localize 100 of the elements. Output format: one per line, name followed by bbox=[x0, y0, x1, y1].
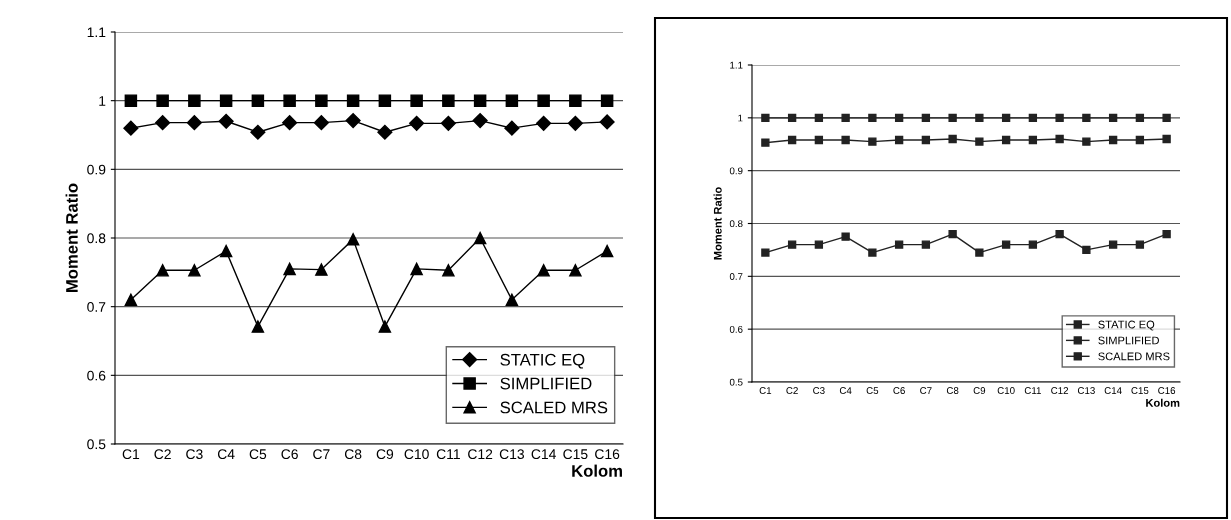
point bbox=[761, 248, 770, 257]
point bbox=[569, 264, 582, 277]
point bbox=[814, 135, 824, 145]
point bbox=[814, 240, 824, 249]
point bbox=[377, 124, 393, 140]
y-tick-label: 0.9 bbox=[87, 164, 106, 175]
point bbox=[315, 263, 328, 276]
point bbox=[600, 94, 614, 107]
point bbox=[442, 94, 455, 107]
x-tick-label: C16 bbox=[595, 449, 620, 460]
point bbox=[921, 113, 931, 123]
point bbox=[442, 264, 455, 277]
point bbox=[975, 248, 984, 257]
point bbox=[1162, 113, 1171, 123]
point bbox=[1135, 240, 1145, 249]
x-tick-label: C11 bbox=[436, 449, 460, 460]
x-tick-label: C10 bbox=[404, 449, 429, 460]
point bbox=[868, 137, 877, 146]
point bbox=[410, 262, 423, 276]
x-tick-label: C5 bbox=[866, 387, 879, 394]
point bbox=[868, 248, 877, 257]
x-tick-label: C9 bbox=[973, 387, 986, 394]
point bbox=[156, 94, 169, 107]
x-tick-label: C15 bbox=[563, 449, 588, 460]
point bbox=[1055, 134, 1064, 144]
x-tick-label: C13 bbox=[1077, 387, 1095, 394]
x-tick-label: C14 bbox=[531, 449, 556, 460]
y-tick-label: 0.7 bbox=[729, 273, 743, 280]
point bbox=[155, 115, 171, 131]
point bbox=[473, 231, 487, 245]
point bbox=[868, 113, 877, 123]
point bbox=[1082, 137, 1091, 146]
y-tick-label: 1.1 bbox=[730, 61, 743, 69]
point bbox=[219, 94, 233, 107]
point bbox=[1108, 240, 1118, 249]
x-tick-label: C4 bbox=[217, 449, 235, 460]
point bbox=[378, 320, 392, 333]
x-axis-title: Kolom bbox=[572, 464, 622, 477]
point bbox=[124, 94, 138, 107]
point bbox=[315, 94, 328, 107]
y-axis-title: Moment Ratio bbox=[65, 183, 78, 292]
y-tick-label: 0.9 bbox=[729, 167, 743, 175]
point bbox=[188, 94, 201, 107]
point bbox=[1028, 135, 1038, 145]
point bbox=[188, 264, 201, 277]
point bbox=[787, 113, 797, 123]
point bbox=[283, 94, 296, 107]
y-tick-label: 0.8 bbox=[729, 220, 743, 228]
point bbox=[283, 262, 296, 276]
y-tick-label: 1 bbox=[738, 114, 743, 122]
legend-label: SCALED MRS bbox=[500, 401, 608, 414]
point bbox=[378, 94, 392, 107]
point bbox=[1001, 240, 1011, 249]
x-tick-label: C2 bbox=[786, 387, 798, 394]
point bbox=[537, 94, 550, 107]
x-tick-label: C1 bbox=[122, 449, 140, 460]
point bbox=[250, 124, 266, 140]
y-tick-label: 0.5 bbox=[87, 439, 106, 450]
point bbox=[505, 293, 519, 307]
x-tick-label: C1 bbox=[759, 387, 772, 394]
point bbox=[921, 135, 931, 145]
point bbox=[975, 113, 984, 123]
point bbox=[1028, 240, 1038, 249]
point bbox=[761, 113, 770, 123]
x-tick-label: C16 bbox=[1158, 387, 1176, 394]
point bbox=[124, 293, 138, 307]
point bbox=[569, 94, 582, 107]
point bbox=[156, 264, 169, 277]
x-tick-label: C12 bbox=[468, 449, 493, 460]
x-tick-label: C3 bbox=[813, 387, 825, 394]
point bbox=[219, 244, 233, 258]
point bbox=[473, 94, 487, 107]
point bbox=[975, 137, 984, 146]
point bbox=[313, 115, 329, 131]
x-tick-label: C6 bbox=[893, 387, 905, 394]
point bbox=[251, 320, 265, 333]
point bbox=[894, 135, 904, 145]
point bbox=[787, 240, 797, 249]
point bbox=[761, 138, 770, 147]
legend-label: STATIC EQ bbox=[1098, 320, 1155, 331]
y-tick-label: 0.7 bbox=[87, 302, 106, 312]
x-tick-label: C13 bbox=[499, 449, 524, 460]
y-tick-label: 1 bbox=[99, 96, 106, 106]
y-tick-label: 0.6 bbox=[87, 370, 106, 381]
point bbox=[1001, 135, 1011, 145]
point bbox=[948, 229, 957, 239]
point bbox=[787, 135, 797, 145]
point bbox=[921, 240, 931, 249]
legend-label: SIMPLIFIED bbox=[500, 377, 592, 390]
point bbox=[346, 233, 360, 246]
x-tick-label: C9 bbox=[376, 449, 394, 460]
point bbox=[345, 113, 361, 129]
point bbox=[1135, 135, 1145, 145]
point bbox=[346, 94, 360, 107]
point bbox=[251, 94, 265, 107]
point bbox=[948, 113, 957, 123]
legend-label: STATIC EQ bbox=[500, 353, 585, 369]
legend-label: SCALED MRS bbox=[1098, 352, 1170, 361]
point bbox=[894, 113, 904, 123]
point bbox=[472, 113, 488, 129]
